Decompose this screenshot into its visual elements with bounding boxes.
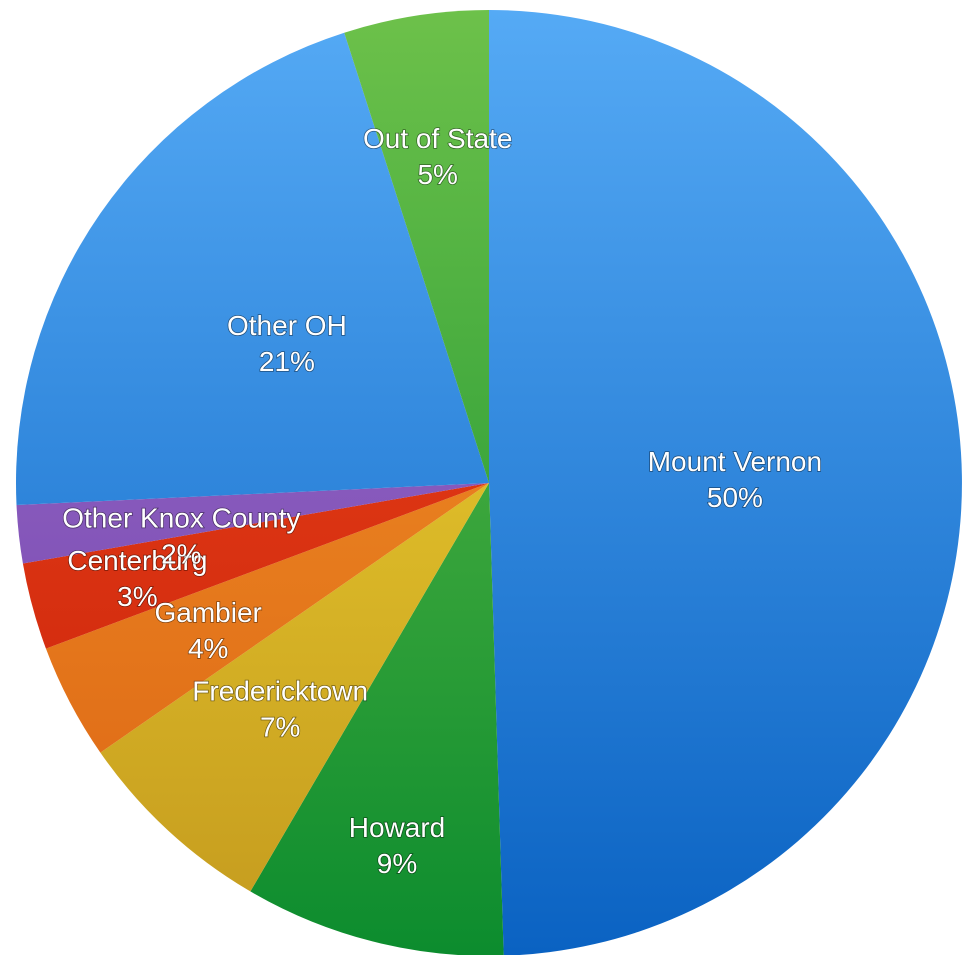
slice-value-out-of-state: 5%	[417, 159, 457, 190]
slice-label-centerburg: Centerburg	[67, 545, 207, 576]
pie-labels: Mount Vernon 50% Howard 9% Fredericktown 7% Ga…	[61, 122, 822, 880]
slice-label-fredericktown: Fredericktown	[192, 676, 368, 707]
slice-label-other-knox-county: Other Knox County	[62, 503, 300, 534]
slice-value-mount-vernon: 50%	[707, 482, 763, 513]
slice-value-centerburg: 3%	[117, 581, 157, 612]
slice-value-other-knox-county: 2%	[161, 539, 201, 570]
slice-label-out-of-state: Out of State	[363, 123, 512, 154]
slice-value-other-oh: 21%	[259, 346, 315, 377]
slice-gambier	[45, 483, 489, 753]
slice-centerburg	[22, 483, 490, 649]
slice-label-other-oh: Other OH	[227, 310, 347, 341]
slice-value-gambier: 4%	[188, 633, 228, 664]
slice-label-howard: Howard	[349, 812, 445, 843]
slice-mount-vernon	[489, 10, 962, 955]
slice-out-of-state	[344, 10, 489, 483]
slice-fredericktown	[100, 483, 490, 892]
slice-value-fredericktown: 7%	[260, 712, 300, 743]
slice-label-gambier: Gambier	[155, 597, 262, 628]
slice-howard	[250, 483, 504, 955]
slice-other-knox-county	[16, 483, 489, 564]
slice-label-mount-vernon: Mount Vernon	[648, 446, 822, 477]
slice-value-howard: 9%	[377, 848, 417, 879]
pie-slices	[15, 10, 962, 955]
slice-other-oh	[15, 32, 490, 506]
